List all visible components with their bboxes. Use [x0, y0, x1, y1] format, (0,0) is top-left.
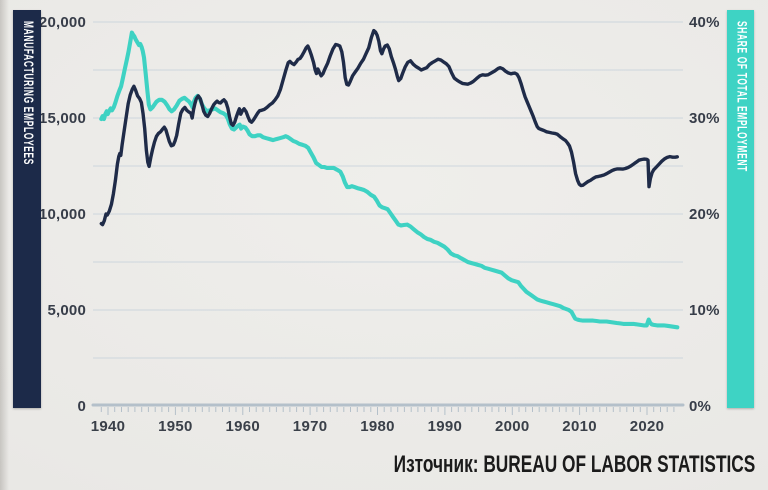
left-axis-labels: 20,000 15,000 10,000 5,000 0: [39, 14, 86, 415]
svg-text:20%: 20%: [689, 206, 720, 223]
manufacturing-employees-line: [99, 28, 679, 227]
svg-text:10,000: 10,000: [39, 206, 86, 223]
svg-text:5,000: 5,000: [47, 302, 86, 319]
x-axis: [91, 403, 685, 415]
gridlines: [93, 21, 683, 359]
source-note: Източник: BUREAU OF LABOR STATISTICS: [393, 451, 755, 478]
svg-text:15,000: 15,000: [39, 110, 86, 127]
svg-text:2010: 2010: [562, 418, 597, 435]
right-axis-banner-label: SHARE OF TOTAL EMPLOYMENT: [734, 21, 750, 172]
svg-text:2020: 2020: [630, 418, 665, 435]
svg-text:20,000: 20,000: [39, 14, 86, 31]
svg-text:0: 0: [77, 398, 86, 415]
svg-text:1940: 1940: [91, 418, 126, 435]
x-axis-labels: 1940 1950 1960 1970 1980 1990 2000 2010 2020: [91, 418, 665, 435]
right-axis-labels: 40% 30% 20% 10% 0%: [689, 14, 720, 415]
svg-text:10%: 10%: [689, 302, 720, 319]
svg-text:0%: 0%: [689, 398, 711, 415]
svg-text:40%: 40%: [689, 14, 720, 31]
right-axis-banner: SHARE OF TOTAL EMPLOYMENT: [727, 10, 754, 408]
svg-text:1960: 1960: [226, 418, 261, 435]
svg-text:2000: 2000: [495, 418, 530, 435]
left-axis-banner: MANUFACTURING EMPLOYEES: [13, 10, 41, 408]
svg-text:30%: 30%: [689, 110, 720, 127]
svg-text:1980: 1980: [360, 418, 395, 435]
left-axis-banner-label: MANUFACTURING EMPLOYEES: [21, 21, 36, 166]
employment-share-line: [99, 30, 680, 330]
svg-text:1990: 1990: [428, 418, 463, 435]
svg-text:1950: 1950: [158, 418, 193, 435]
svg-text:1970: 1970: [293, 418, 328, 435]
